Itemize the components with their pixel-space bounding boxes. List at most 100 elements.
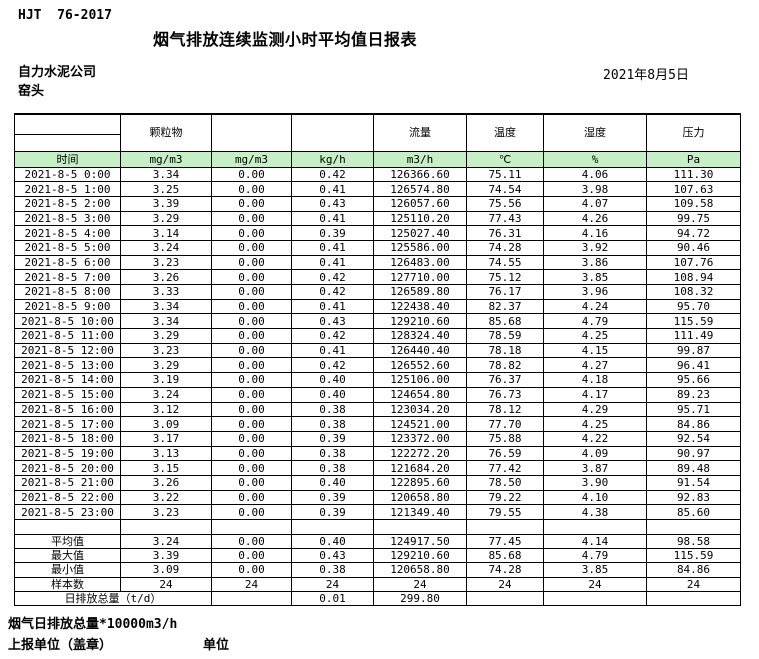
cell: 299.80 — [373, 590, 467, 606]
cell: 0.41 — [291, 239, 374, 256]
summary-label: 样本数 — [14, 576, 121, 592]
cell: 0.42 — [291, 357, 374, 374]
cell: 78.50 — [466, 474, 544, 491]
cell: 75.88 — [466, 430, 544, 447]
cell: 125586.00 — [373, 239, 467, 256]
cell: 0.00 — [211, 430, 292, 447]
time-cell: 2021-8-5 21:00 — [14, 474, 121, 491]
cell: 4.27 — [543, 357, 647, 374]
cell: 4.15 — [543, 342, 647, 359]
cell: 79.22 — [466, 489, 544, 506]
cell: 4.24 — [543, 298, 647, 315]
time-cell: 2021-8-5 1:00 — [14, 181, 121, 197]
cell: 24 — [543, 576, 647, 592]
standard-code: HJT 76-2017 — [18, 8, 112, 23]
cell: 120658.80 — [373, 562, 467, 578]
cell: 95.71 — [646, 401, 741, 418]
cell: 0.40 — [291, 533, 374, 550]
cell: 3.34 — [120, 313, 212, 330]
cell: 85.68 — [466, 548, 544, 564]
cell: 4.14 — [543, 533, 647, 550]
cell: 107.76 — [646, 254, 741, 271]
cell: 0.00 — [211, 489, 292, 506]
cell: 74.55 — [466, 254, 544, 271]
table-row: 2021-8-5 15:00 3.24 0.00 0.40 124654.80 76.73… — [14, 386, 741, 403]
time-cell: 2021-8-5 20:00 — [14, 460, 121, 476]
cell: 0.00 — [211, 298, 292, 315]
cell: 0.00 — [211, 313, 292, 330]
unit-pm-mgm3: mg/m3 — [120, 150, 212, 168]
cell: 0.38 — [291, 416, 374, 432]
cell: 4.06 — [543, 166, 647, 183]
cell: 0.00 — [211, 225, 292, 241]
cell: 0.41 — [291, 342, 374, 359]
cell: 129210.60 — [373, 548, 467, 564]
cell: 96.41 — [646, 357, 741, 374]
unit-m3h: m3/h — [373, 150, 467, 168]
cell: 95.70 — [646, 298, 741, 315]
reporting-unit-label: 上报单位（盖章） — [8, 638, 113, 653]
cell — [543, 519, 647, 535]
time-header: 时间 — [14, 150, 121, 168]
cell: 4.07 — [543, 195, 647, 212]
cell: 0.40 — [291, 474, 374, 491]
cell: 3.13 — [120, 445, 212, 462]
table-row: 2021-8-5 1:00 3.25 0.00 0.41 126574.80 74.54 3… — [14, 181, 741, 197]
cell: 122438.40 — [373, 298, 467, 315]
cell: 0.43 — [291, 313, 374, 330]
flue-gas-total-note: 烟气日排放总量*10000m3/h — [8, 617, 178, 632]
time-cell: 2021-8-5 0:00 — [14, 166, 121, 183]
cell: 3.22 — [120, 489, 212, 506]
cell: 0.42 — [291, 166, 374, 183]
time-cell: 2021-8-5 16:00 — [14, 401, 121, 418]
cell: 115.59 — [646, 313, 741, 330]
unit-pa: Pa — [646, 150, 741, 168]
cell: 121684.20 — [373, 460, 467, 476]
time-cell: 2021-8-5 14:00 — [14, 372, 121, 388]
cell: 127710.00 — [373, 269, 467, 285]
cell: 126552.60 — [373, 357, 467, 374]
table-row: 2021-8-5 6:00 3.23 0.00 0.41 126483.00 74.55 3… — [14, 254, 741, 271]
cell: 0.42 — [291, 269, 374, 285]
table-row: 2021-8-5 21:00 3.26 0.00 0.40 122895.60 78.50… — [14, 474, 741, 491]
cell: 24 — [291, 576, 374, 592]
table-row: 2021-8-5 2:00 3.39 0.00 0.43 126057.60 75.56 4… — [14, 195, 741, 212]
unit-mgm3: mg/m3 — [211, 150, 292, 168]
report-date: 2021年8月5日 — [603, 68, 689, 83]
cell — [211, 519, 292, 535]
cell: 126366.60 — [373, 166, 467, 183]
table-row: 2021-8-5 0:00 3.34 0.00 0.42 126366.60 75.11 4… — [14, 166, 741, 183]
cell: 0.00 — [211, 166, 292, 183]
cell: 99.87 — [646, 342, 741, 359]
cell: 76.37 — [466, 372, 544, 388]
cell: 0.39 — [291, 504, 374, 520]
cell: 120658.80 — [373, 489, 467, 506]
header-humidity: 湿度 — [543, 113, 647, 152]
cell: 3.25 — [120, 181, 212, 197]
cell: 3.23 — [120, 254, 212, 271]
cell: 3.85 — [543, 269, 647, 285]
cell: 79.55 — [466, 504, 544, 520]
time-cell: 2021-8-5 13:00 — [14, 357, 121, 374]
spacer-row — [14, 519, 741, 535]
cell: 92.54 — [646, 430, 741, 447]
cell: 3.15 — [120, 460, 212, 476]
cell: 24 — [646, 576, 741, 592]
cell: 4.26 — [543, 210, 647, 227]
cell: 0.01 — [291, 590, 374, 606]
time-cell: 2021-8-5 8:00 — [14, 284, 121, 300]
time-cell: 2021-8-5 4:00 — [14, 225, 121, 241]
cell: 74.28 — [466, 562, 544, 578]
cell: 111.49 — [646, 328, 741, 344]
cell: 75.11 — [466, 166, 544, 183]
time-cell: 2021-8-5 19:00 — [14, 445, 121, 462]
cell: 85.60 — [646, 504, 741, 520]
unit-row: 时间 mg/m3 mg/m3 kg/h m3/h ℃ % Pa — [14, 150, 741, 168]
cell: 115.59 — [646, 548, 741, 564]
cell — [646, 590, 741, 606]
cell: 0.00 — [211, 445, 292, 462]
table-row: 2021-8-5 14:00 3.19 0.00 0.40 125106.00 76.37… — [14, 372, 741, 388]
cell — [543, 590, 647, 606]
cell: 84.86 — [646, 562, 741, 578]
header-row-top: 颗粒物 流量 温度 湿度 压力 — [14, 113, 741, 152]
